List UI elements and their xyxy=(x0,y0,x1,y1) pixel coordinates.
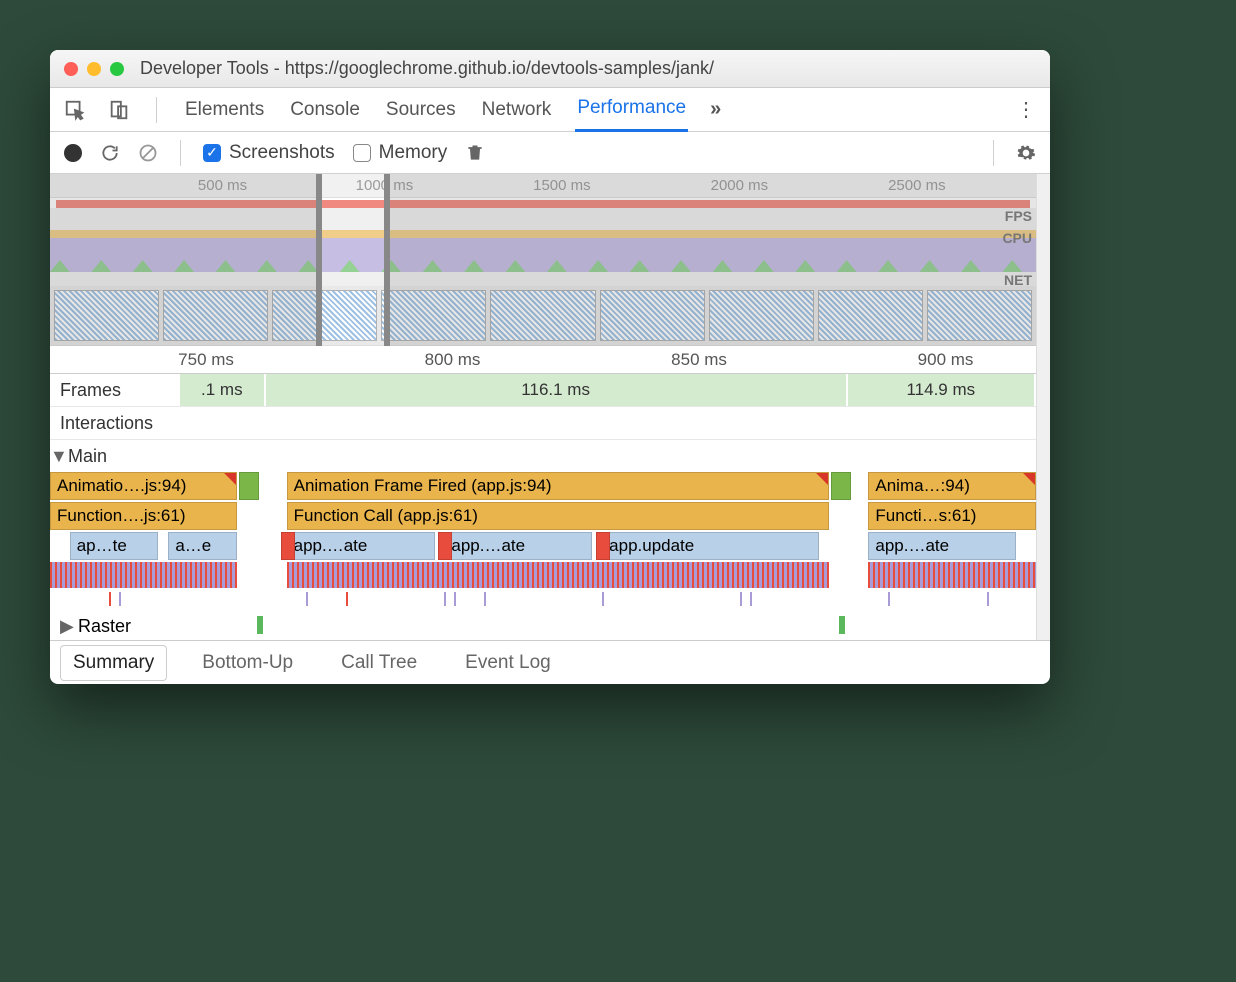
window-title: Developer Tools - https://googlechrome.g… xyxy=(140,58,714,79)
checkbox-checked-icon: ✓ xyxy=(203,144,221,162)
interactions-label: Interactions xyxy=(50,413,180,434)
trash-icon[interactable] xyxy=(465,143,485,163)
frame-cell[interactable]: 116.1 ms xyxy=(266,374,848,406)
task-tick xyxy=(444,592,446,606)
btab-event-log[interactable]: Event Log xyxy=(452,645,564,681)
screenshots-checkbox[interactable]: ✓ Screenshots xyxy=(203,142,335,164)
net-label: NET xyxy=(1004,272,1032,288)
task-tick xyxy=(454,592,456,606)
overview-dim-right xyxy=(390,174,1036,346)
device-toggle-icon[interactable] xyxy=(108,99,130,121)
flame-block[interactable] xyxy=(239,472,259,500)
tabs-overflow-icon[interactable]: » xyxy=(710,98,721,121)
detail-ruler[interactable]: 750 ms 800 ms 850 ms 900 ms xyxy=(50,346,1036,374)
screenshots-label: Screenshots xyxy=(229,142,335,164)
frame-cell[interactable]: 114.9 ms xyxy=(848,374,1036,406)
frames-label: Frames xyxy=(50,380,180,401)
ruler-tick: 800 ms xyxy=(425,350,481,370)
frames-content[interactable]: .1 ms116.1 ms114.9 ms xyxy=(180,374,1036,406)
clear-icon[interactable] xyxy=(138,143,158,163)
cpu-label: CPU xyxy=(1002,230,1032,246)
memory-checkbox[interactable]: Memory xyxy=(353,142,448,164)
frames-track[interactable]: Frames .1 ms116.1 ms114.9 ms xyxy=(50,374,1036,407)
vertical-scrollbar[interactable] xyxy=(1036,174,1050,640)
overview-selection-window[interactable] xyxy=(316,174,390,346)
interactions-track[interactable]: Interactions xyxy=(50,407,1036,440)
close-icon[interactable] xyxy=(64,62,78,76)
reload-icon[interactable] xyxy=(100,143,120,163)
flame-block[interactable]: app.…ate xyxy=(868,532,1016,560)
btab-bottom-up[interactable]: Bottom-Up xyxy=(189,645,306,681)
flame-block[interactable]: Functi…s:61) xyxy=(868,502,1036,530)
traffic-lights xyxy=(64,62,124,76)
expand-down-icon[interactable]: ▼ xyxy=(50,446,68,467)
flame-block[interactable]: app.update xyxy=(602,532,819,560)
ruler-tick: 750 ms xyxy=(178,350,234,370)
flame-block[interactable]: Animation Frame Fired (app.js:94) xyxy=(287,472,829,500)
ruler-tick: 850 ms xyxy=(671,350,727,370)
task-tick xyxy=(306,592,308,606)
task-tick xyxy=(987,592,989,606)
task-tick xyxy=(750,592,752,606)
divider xyxy=(156,97,157,123)
task-tick xyxy=(346,592,348,606)
task-tick xyxy=(119,592,121,606)
kebab-menu-icon[interactable]: ⋮ xyxy=(1016,97,1036,122)
ruler-tick: 900 ms xyxy=(918,350,974,370)
performance-toolbar: ✓ Screenshots Memory xyxy=(50,132,1050,174)
raster-task[interactable] xyxy=(839,616,845,634)
checkbox-unchecked-icon xyxy=(353,144,371,162)
flame-block[interactable]: Function Call (app.js:61) xyxy=(287,502,829,530)
fps-label: FPS xyxy=(1005,208,1032,224)
task-tick xyxy=(740,592,742,606)
task-tick xyxy=(888,592,890,606)
devtools-window: Developer Tools - https://googlechrome.g… xyxy=(50,50,1050,684)
overview-dim-left xyxy=(50,174,316,346)
task-tick xyxy=(602,592,604,606)
bottom-tabs: Summary Bottom-Up Call Tree Event Log xyxy=(50,640,1050,684)
activity-stripe[interactable] xyxy=(868,562,1036,588)
minimize-icon[interactable] xyxy=(87,62,101,76)
tab-elements[interactable]: Elements xyxy=(183,89,266,131)
gear-icon[interactable] xyxy=(1016,143,1036,163)
overview-pane[interactable]: 500 ms1000 ms1500 ms2000 ms2500 ms FPS C… xyxy=(50,174,1036,346)
tab-network[interactable]: Network xyxy=(480,89,554,131)
divider xyxy=(180,140,181,166)
flame-block[interactable]: Function….js:61) xyxy=(50,502,237,530)
tab-performance[interactable]: Performance xyxy=(575,87,688,132)
zoom-icon[interactable] xyxy=(110,62,124,76)
flame-block[interactable]: ap…te xyxy=(70,532,159,560)
interactions-content xyxy=(180,407,1036,439)
activity-stripe[interactable] xyxy=(287,562,829,588)
divider xyxy=(993,140,994,166)
main-label: Main xyxy=(68,446,107,467)
btab-summary[interactable]: Summary xyxy=(60,645,167,681)
flame-block[interactable]: a…e xyxy=(168,532,237,560)
task-tick xyxy=(109,592,111,606)
record-button[interactable] xyxy=(64,144,82,162)
flame-block[interactable]: app.…ate xyxy=(287,532,435,560)
activity-stripe[interactable] xyxy=(50,562,237,588)
task-tick xyxy=(484,592,486,606)
raster-task[interactable] xyxy=(257,616,263,634)
tab-sources[interactable]: Sources xyxy=(384,89,458,131)
inspect-icon[interactable] xyxy=(64,99,86,121)
tab-console[interactable]: Console xyxy=(288,89,362,131)
flame-chart[interactable]: Animatio….js:94) Animation Frame Fired (a… xyxy=(50,472,1036,612)
frame-cell[interactable]: .1 ms xyxy=(180,374,266,406)
flame-block[interactable] xyxy=(831,472,851,500)
raster-track[interactable]: ▶ Raster xyxy=(50,612,1036,640)
btab-call-tree[interactable]: Call Tree xyxy=(328,645,430,681)
flame-block[interactable]: app.…ate xyxy=(444,532,592,560)
flame-block[interactable]: Animatio….js:94) xyxy=(50,472,237,500)
memory-label: Memory xyxy=(379,142,448,164)
window-titlebar[interactable]: Developer Tools - https://googlechrome.g… xyxy=(50,50,1050,88)
panel-tabs: Elements Console Sources Network Perform… xyxy=(50,88,1050,132)
flame-block[interactable]: Anima…:94) xyxy=(868,472,1036,500)
main-track-header[interactable]: ▼ Main xyxy=(50,440,1036,472)
